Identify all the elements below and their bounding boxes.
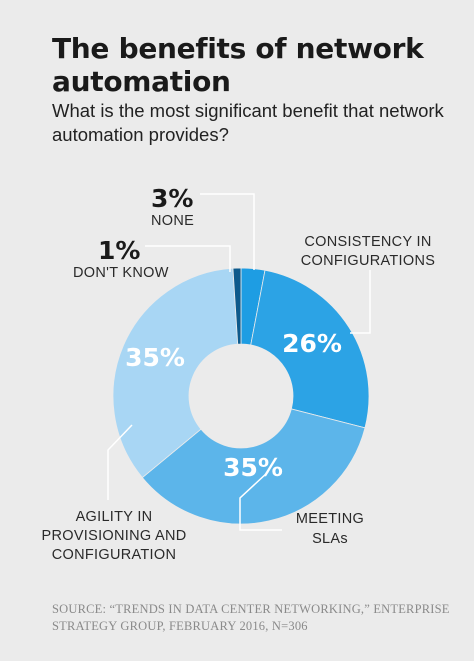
source-note: SOURCE: “TRENDS IN DATA CENTER NETWORKIN…: [52, 602, 450, 633]
leader-line-dont-know: [145, 245, 231, 272]
category-label-consistency-l2: CONFIGURATIONS: [301, 253, 435, 269]
category-label-meeting-slas-l2: SLAs: [312, 531, 348, 547]
category-label-agility-l3: CONFIGURATION: [52, 547, 176, 563]
donut-slice-don-t-know: [232, 267, 242, 345]
category-label-dont-know: DON'T KNOW: [73, 265, 169, 281]
category-label-agility-l1: AGILITY IN: [76, 509, 153, 525]
chart-subtitle: What is the most significant benefit tha…: [52, 100, 444, 145]
slice-value-label-dont-know: 1%: [98, 236, 140, 265]
slice-value-label-meeting-slas: 35%: [223, 453, 283, 482]
slice-value-label-consistency: 26%: [282, 329, 342, 358]
category-label-agility-l2: PROVISIONING AND: [42, 528, 187, 544]
leader-line-meeting-slas: [239, 471, 282, 531]
category-label-consistency-l1: CONSISTENCY IN: [304, 234, 431, 250]
leader-line-agility: [107, 424, 133, 500]
donut-slice-agility-in-provisioning-and-configuration: [112, 267, 239, 479]
donut-slice-consistency-in-configurations: [250, 269, 370, 429]
donut-slices: [112, 267, 370, 525]
slice-value-label-agility: 35%: [125, 343, 185, 372]
category-label-none: NONE: [151, 213, 194, 229]
category-label-meeting-slas-l1: MEETING: [296, 511, 364, 527]
leader-line-none: [200, 193, 255, 270]
leader-line-consistency: [350, 270, 371, 334]
donut-slice-meeting-slas: [141, 408, 366, 525]
chart-title: The benefits of network automation: [52, 32, 424, 98]
slice-value-label-none: 3%: [151, 184, 193, 213]
